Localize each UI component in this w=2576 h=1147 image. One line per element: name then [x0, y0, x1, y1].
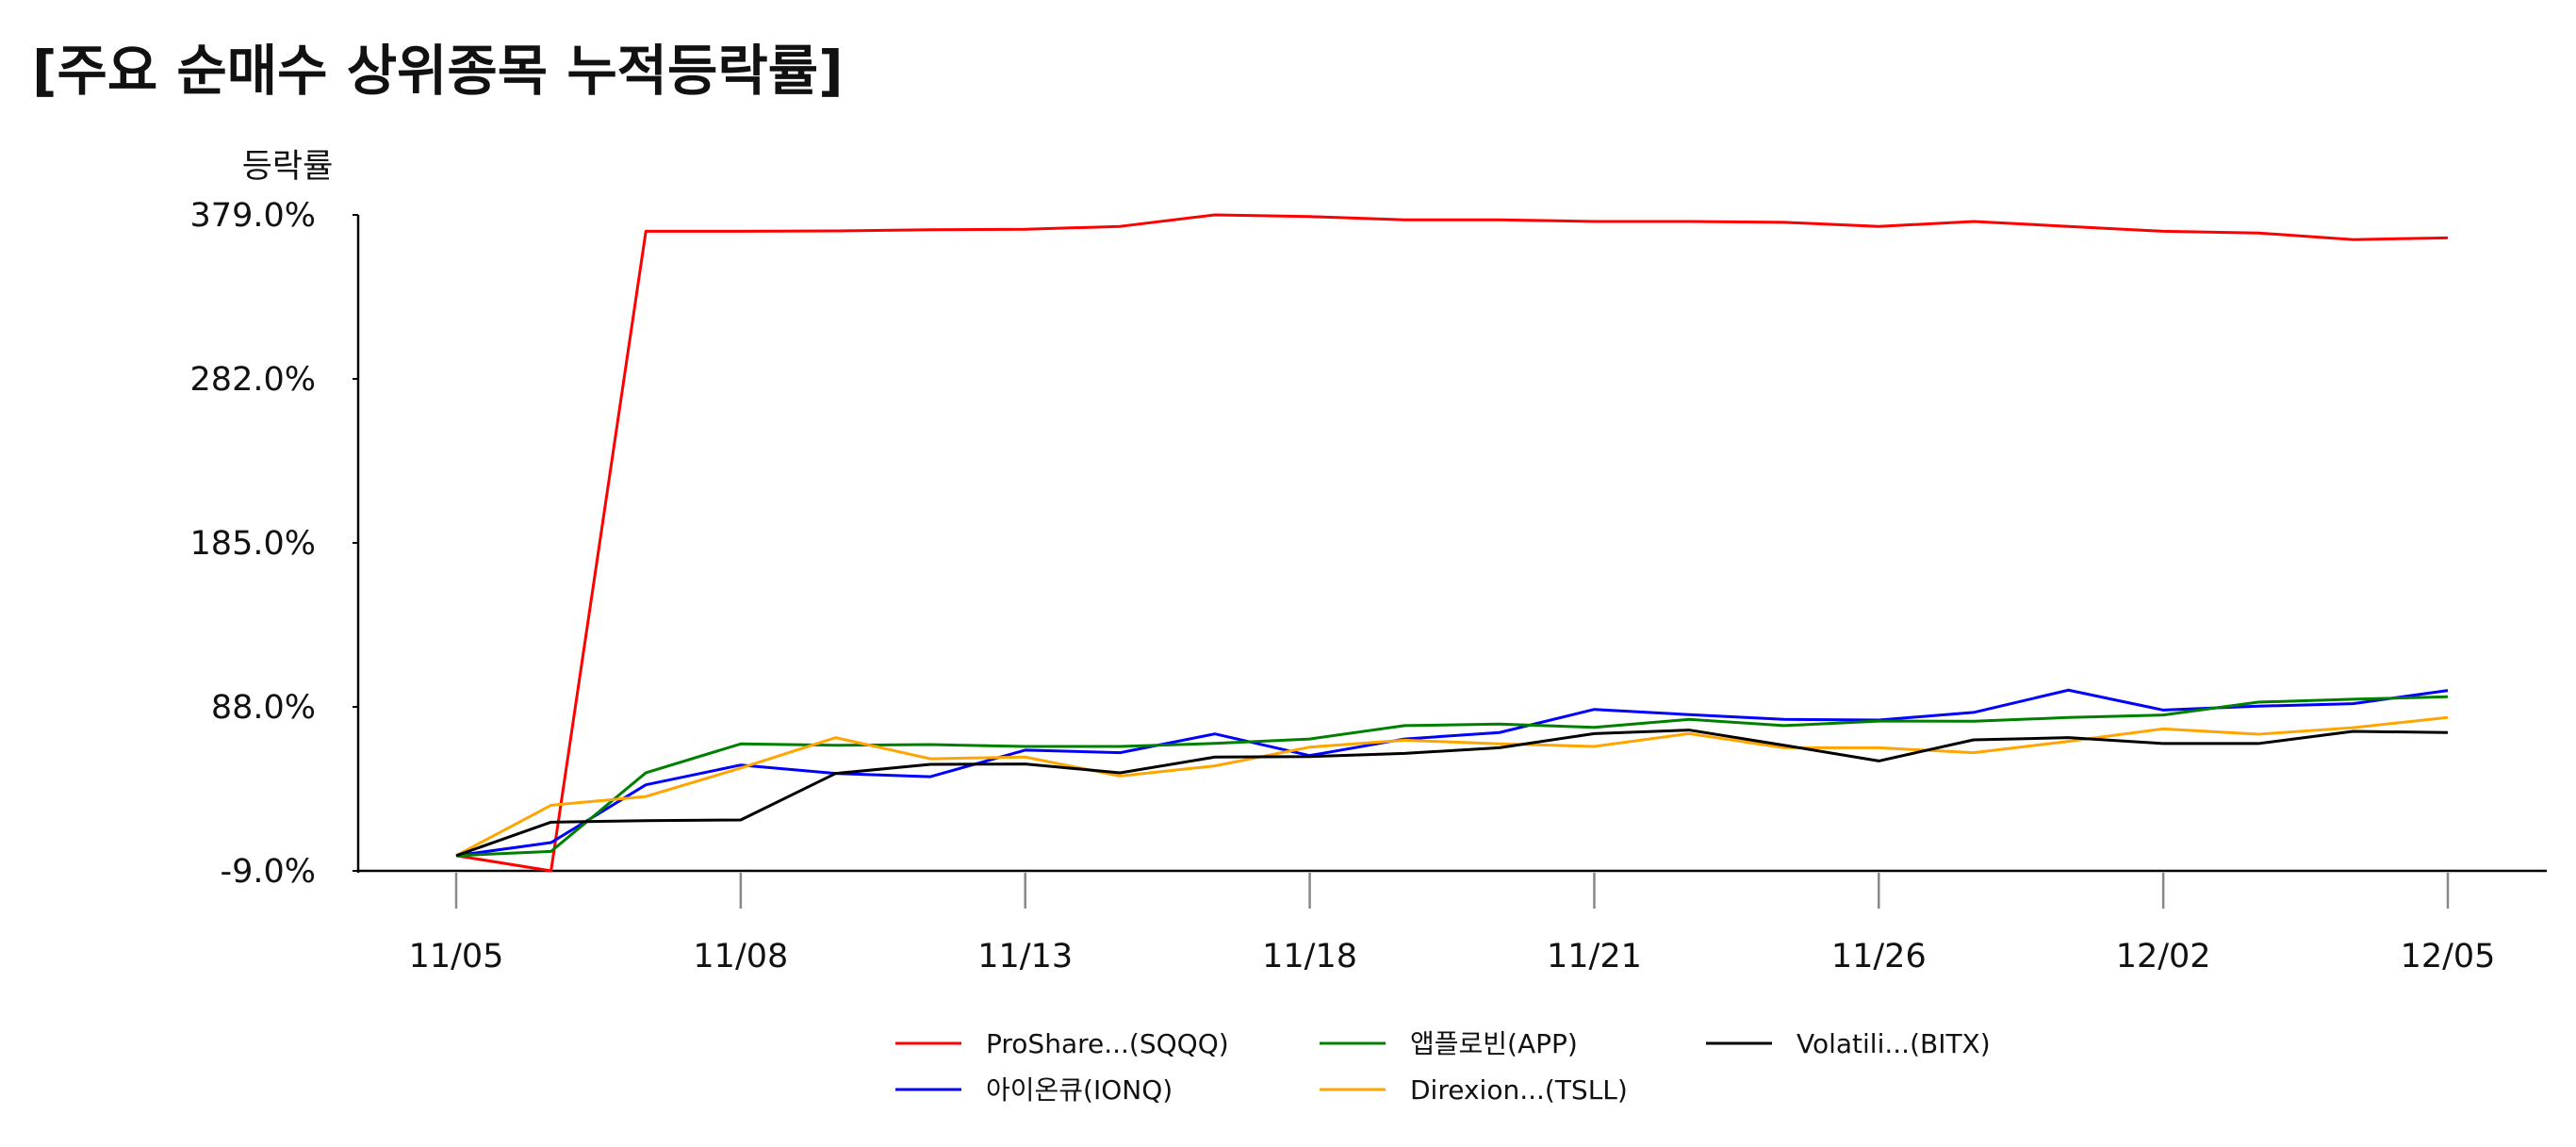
- x-tick-label: 11/18: [1262, 938, 1357, 975]
- y-axis-label: 등락률: [242, 148, 334, 186]
- legend-label: Volatili...(BITX): [1797, 1028, 1991, 1059]
- y-tick-label: 185.0%: [190, 525, 316, 563]
- x-tick-label: 11/21: [1547, 938, 1642, 975]
- x-tick-label: 12/02: [2116, 938, 2211, 975]
- legend-label: Direxion...(TSLL): [1410, 1074, 1628, 1106]
- legend-label: 아이온큐(IONQ): [986, 1074, 1173, 1106]
- x-tick-label: 11/08: [693, 938, 788, 975]
- y-tick-label: 88.0%: [211, 689, 316, 727]
- x-tick-label: 11/13: [977, 938, 1073, 975]
- series-line-3: [455, 715, 2449, 858]
- series-line-4: [455, 729, 2449, 858]
- series-line-1: [455, 688, 2449, 858]
- x-tick-label: 12/05: [2401, 938, 2496, 975]
- x-tick-label: 11/26: [1831, 938, 1927, 975]
- legend-label: ProShare...(SQQQ): [986, 1028, 1229, 1059]
- y-tick-label: -9.0%: [220, 853, 316, 891]
- x-tick-label: 11/05: [409, 938, 504, 975]
- legend-label: 앱플로빈(APP): [1410, 1028, 1578, 1059]
- y-tick-label: 379.0%: [190, 197, 316, 235]
- y-tick-label: 282.0%: [190, 361, 316, 399]
- series-line-0: [455, 213, 2449, 873]
- chart-title: [주요 순매수 상위종목 누적등락률]: [32, 39, 844, 103]
- series-line-2: [455, 695, 2449, 858]
